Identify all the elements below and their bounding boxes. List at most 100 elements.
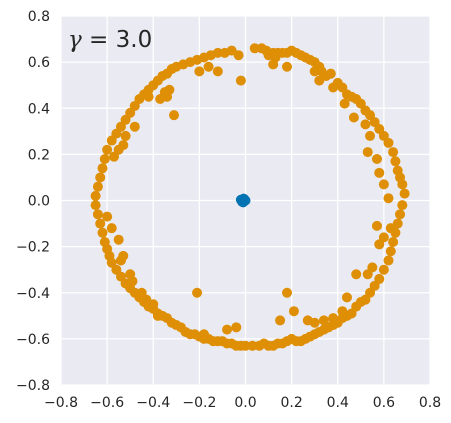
ring-point (99, 237, 110, 248)
y-axis-ticks: 0.8 0.6 0.4 0.2 0.0 −0.2 −0.4 −0.6 −0.8 (16, 9, 50, 394)
ring-point (275, 315, 286, 326)
ring-point (385, 223, 396, 234)
ring-point (90, 190, 101, 201)
x-tick-label: 0.0 (234, 395, 256, 411)
x-axis-ticks: −0.8 −0.6 −0.4 −0.2 0.0 0.2 0.4 0.6 0.8 (44, 395, 441, 411)
ring-point (113, 234, 124, 245)
ring-point (337, 306, 348, 317)
ring-point (365, 130, 376, 141)
gamma-annotation: γ = 3.0 (68, 27, 152, 53)
x-tick-label: −0.8 (44, 395, 78, 411)
ring-point (318, 315, 329, 326)
ring-point (192, 287, 203, 298)
ring-point (194, 66, 205, 77)
ring-point (341, 292, 352, 303)
ring-point (99, 153, 110, 164)
ring-point (247, 340, 258, 351)
ring-point (148, 299, 159, 310)
ring-point (388, 147, 399, 158)
ring-point (351, 269, 362, 280)
y-tick-label: 0.4 (28, 101, 50, 117)
ring-point (288, 306, 299, 317)
x-tick-label: −0.2 (182, 395, 216, 411)
ring-point (235, 75, 246, 86)
ring-point (383, 137, 394, 148)
ring-point (249, 43, 260, 54)
ring-point (198, 329, 209, 340)
ring-point (212, 66, 223, 77)
ring-point (254, 340, 265, 351)
ring-point (102, 211, 113, 222)
data-points (90, 43, 410, 351)
ring-point (314, 75, 325, 86)
y-tick-label: 0.6 (28, 55, 50, 71)
ring-point (129, 121, 140, 132)
ring-point (282, 287, 293, 298)
ring-point (233, 50, 244, 61)
ring-point (385, 246, 396, 257)
ring-point (383, 255, 394, 266)
ring-point (328, 82, 339, 93)
ring-point (102, 144, 113, 155)
ring-point (378, 264, 389, 275)
ring-point (95, 218, 106, 229)
y-tick-label: −0.2 (16, 240, 50, 256)
y-tick-label: 0.0 (28, 194, 50, 210)
ring-point (120, 130, 131, 141)
ring-point (127, 276, 138, 287)
ring-point (309, 317, 320, 328)
ring-point (367, 262, 378, 273)
ring-point (92, 181, 103, 192)
ring-point (362, 147, 373, 158)
ring-point (328, 313, 339, 324)
y-tick-label: 0.8 (28, 9, 50, 25)
ring-point (222, 324, 233, 335)
ring-point (97, 163, 108, 174)
ring-point (399, 188, 410, 199)
ring-point (109, 151, 120, 162)
x-tick-label: 0.8 (419, 395, 441, 411)
ring-point (92, 209, 103, 220)
ring-point (360, 119, 371, 130)
x-tick-label: −0.6 (90, 395, 124, 411)
ring-point (97, 227, 108, 238)
x-tick-label: −0.4 (136, 395, 170, 411)
ring-point (378, 179, 389, 190)
y-tick-label: −0.6 (16, 332, 50, 348)
ring-point (339, 98, 350, 109)
ring-point (397, 179, 408, 190)
ring-point (371, 153, 382, 164)
ring-point (268, 59, 279, 70)
gamma-value: 3.0 (116, 27, 153, 53)
x-tick-label: 0.4 (327, 395, 349, 411)
ring-point (203, 61, 214, 72)
x-tick-label: 0.2 (280, 395, 302, 411)
y-tick-label: −0.4 (16, 286, 50, 302)
ring-point (115, 255, 126, 266)
ring-point (309, 66, 320, 77)
ring-point (152, 310, 163, 321)
ring-point (371, 220, 382, 231)
ring-point (143, 91, 154, 102)
ring-point (397, 200, 408, 211)
y-tick-label: 0.2 (28, 147, 50, 163)
ring-point (388, 237, 399, 248)
ring-point (106, 223, 117, 234)
ring-point (395, 209, 406, 220)
ring-point (169, 110, 180, 121)
ring-point (325, 68, 336, 79)
ring-point (155, 94, 166, 105)
gamma-equals: = (82, 27, 116, 53)
ring-point (390, 156, 401, 167)
ring-point (231, 322, 242, 333)
ring-point (118, 140, 129, 151)
y-tick-label: −0.8 (16, 378, 50, 394)
ring-point (282, 61, 293, 72)
ring-point (383, 193, 394, 204)
ring-point (90, 200, 101, 211)
ring-point (374, 167, 385, 178)
ring-point (348, 112, 359, 123)
center-point (238, 193, 249, 204)
